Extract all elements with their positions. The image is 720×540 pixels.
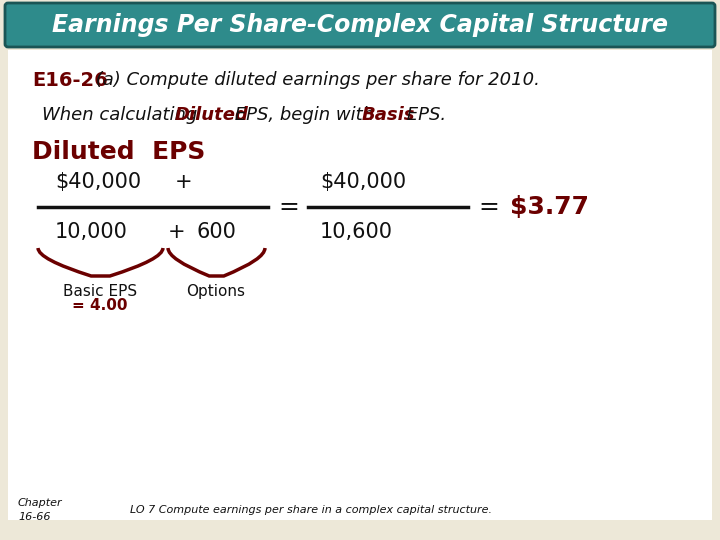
Bar bbox=[8, 50, 712, 520]
Text: $40,000: $40,000 bbox=[320, 172, 406, 192]
Text: When calculating: When calculating bbox=[42, 106, 203, 124]
Text: LO 7 Compute earnings per share in a complex capital structure.: LO 7 Compute earnings per share in a com… bbox=[130, 505, 492, 515]
Text: = 4.00: = 4.00 bbox=[72, 298, 127, 313]
Text: Chapter
16-66: Chapter 16-66 bbox=[18, 498, 63, 522]
Text: Earnings Per Share-Complex Capital Structure: Earnings Per Share-Complex Capital Struc… bbox=[52, 13, 668, 37]
Text: Diluted  EPS: Diluted EPS bbox=[32, 140, 205, 164]
Text: (a) Compute diluted earnings per share for 2010.: (a) Compute diluted earnings per share f… bbox=[90, 71, 540, 89]
Text: Options: Options bbox=[186, 284, 246, 299]
Text: 600: 600 bbox=[196, 222, 236, 242]
Text: Basic EPS: Basic EPS bbox=[63, 284, 137, 299]
Text: 10,600: 10,600 bbox=[320, 222, 393, 242]
Text: $3.77: $3.77 bbox=[510, 195, 589, 219]
Text: 10,000: 10,000 bbox=[55, 222, 128, 242]
Text: EPS, begin with: EPS, begin with bbox=[229, 106, 380, 124]
Text: =: = bbox=[278, 195, 299, 219]
Text: E16-26: E16-26 bbox=[32, 71, 108, 90]
Text: EPS.: EPS. bbox=[401, 106, 446, 124]
Text: $40,000: $40,000 bbox=[55, 172, 141, 192]
Text: +: + bbox=[168, 222, 186, 242]
Text: =: = bbox=[478, 195, 499, 219]
Text: +: + bbox=[175, 172, 193, 192]
Text: Diluted: Diluted bbox=[174, 106, 248, 124]
FancyBboxPatch shape bbox=[5, 3, 715, 47]
Text: Basis: Basis bbox=[361, 106, 415, 124]
